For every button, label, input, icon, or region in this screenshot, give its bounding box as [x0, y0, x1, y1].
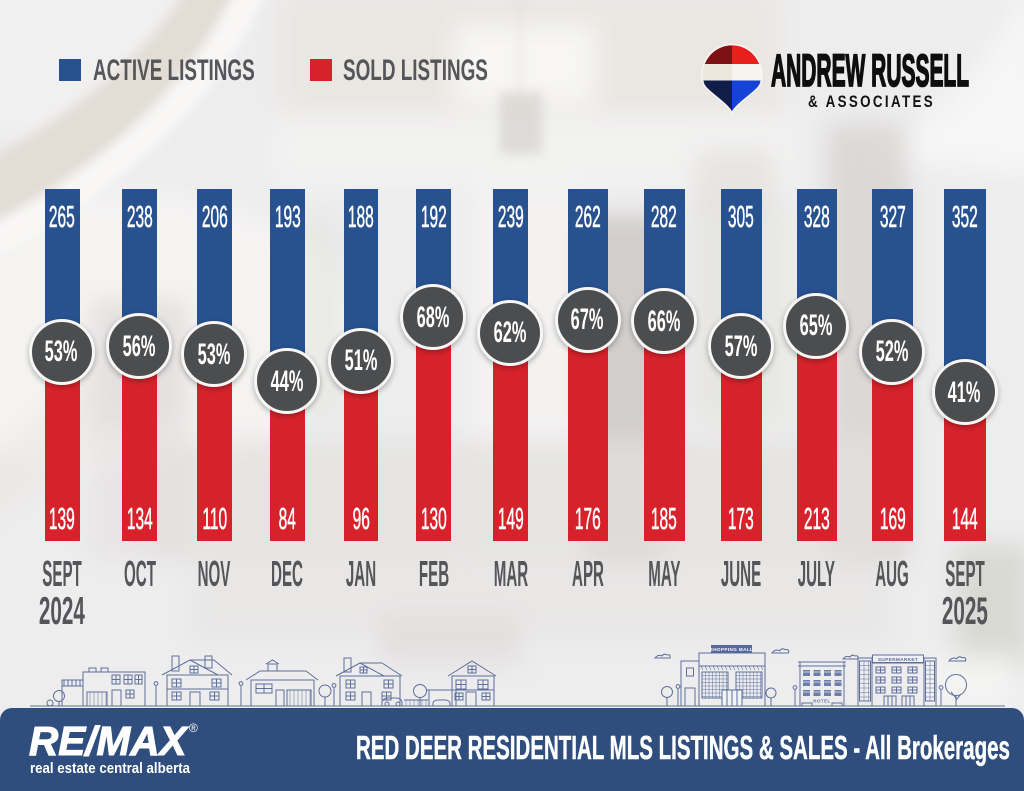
svg-text:HOTEL: HOTEL	[813, 699, 830, 704]
svg-text:SUPERMARKET: SUPERMARKET	[878, 657, 918, 663]
svg-text:SHOPPING MALL: SHOPPING MALL	[710, 647, 753, 652]
